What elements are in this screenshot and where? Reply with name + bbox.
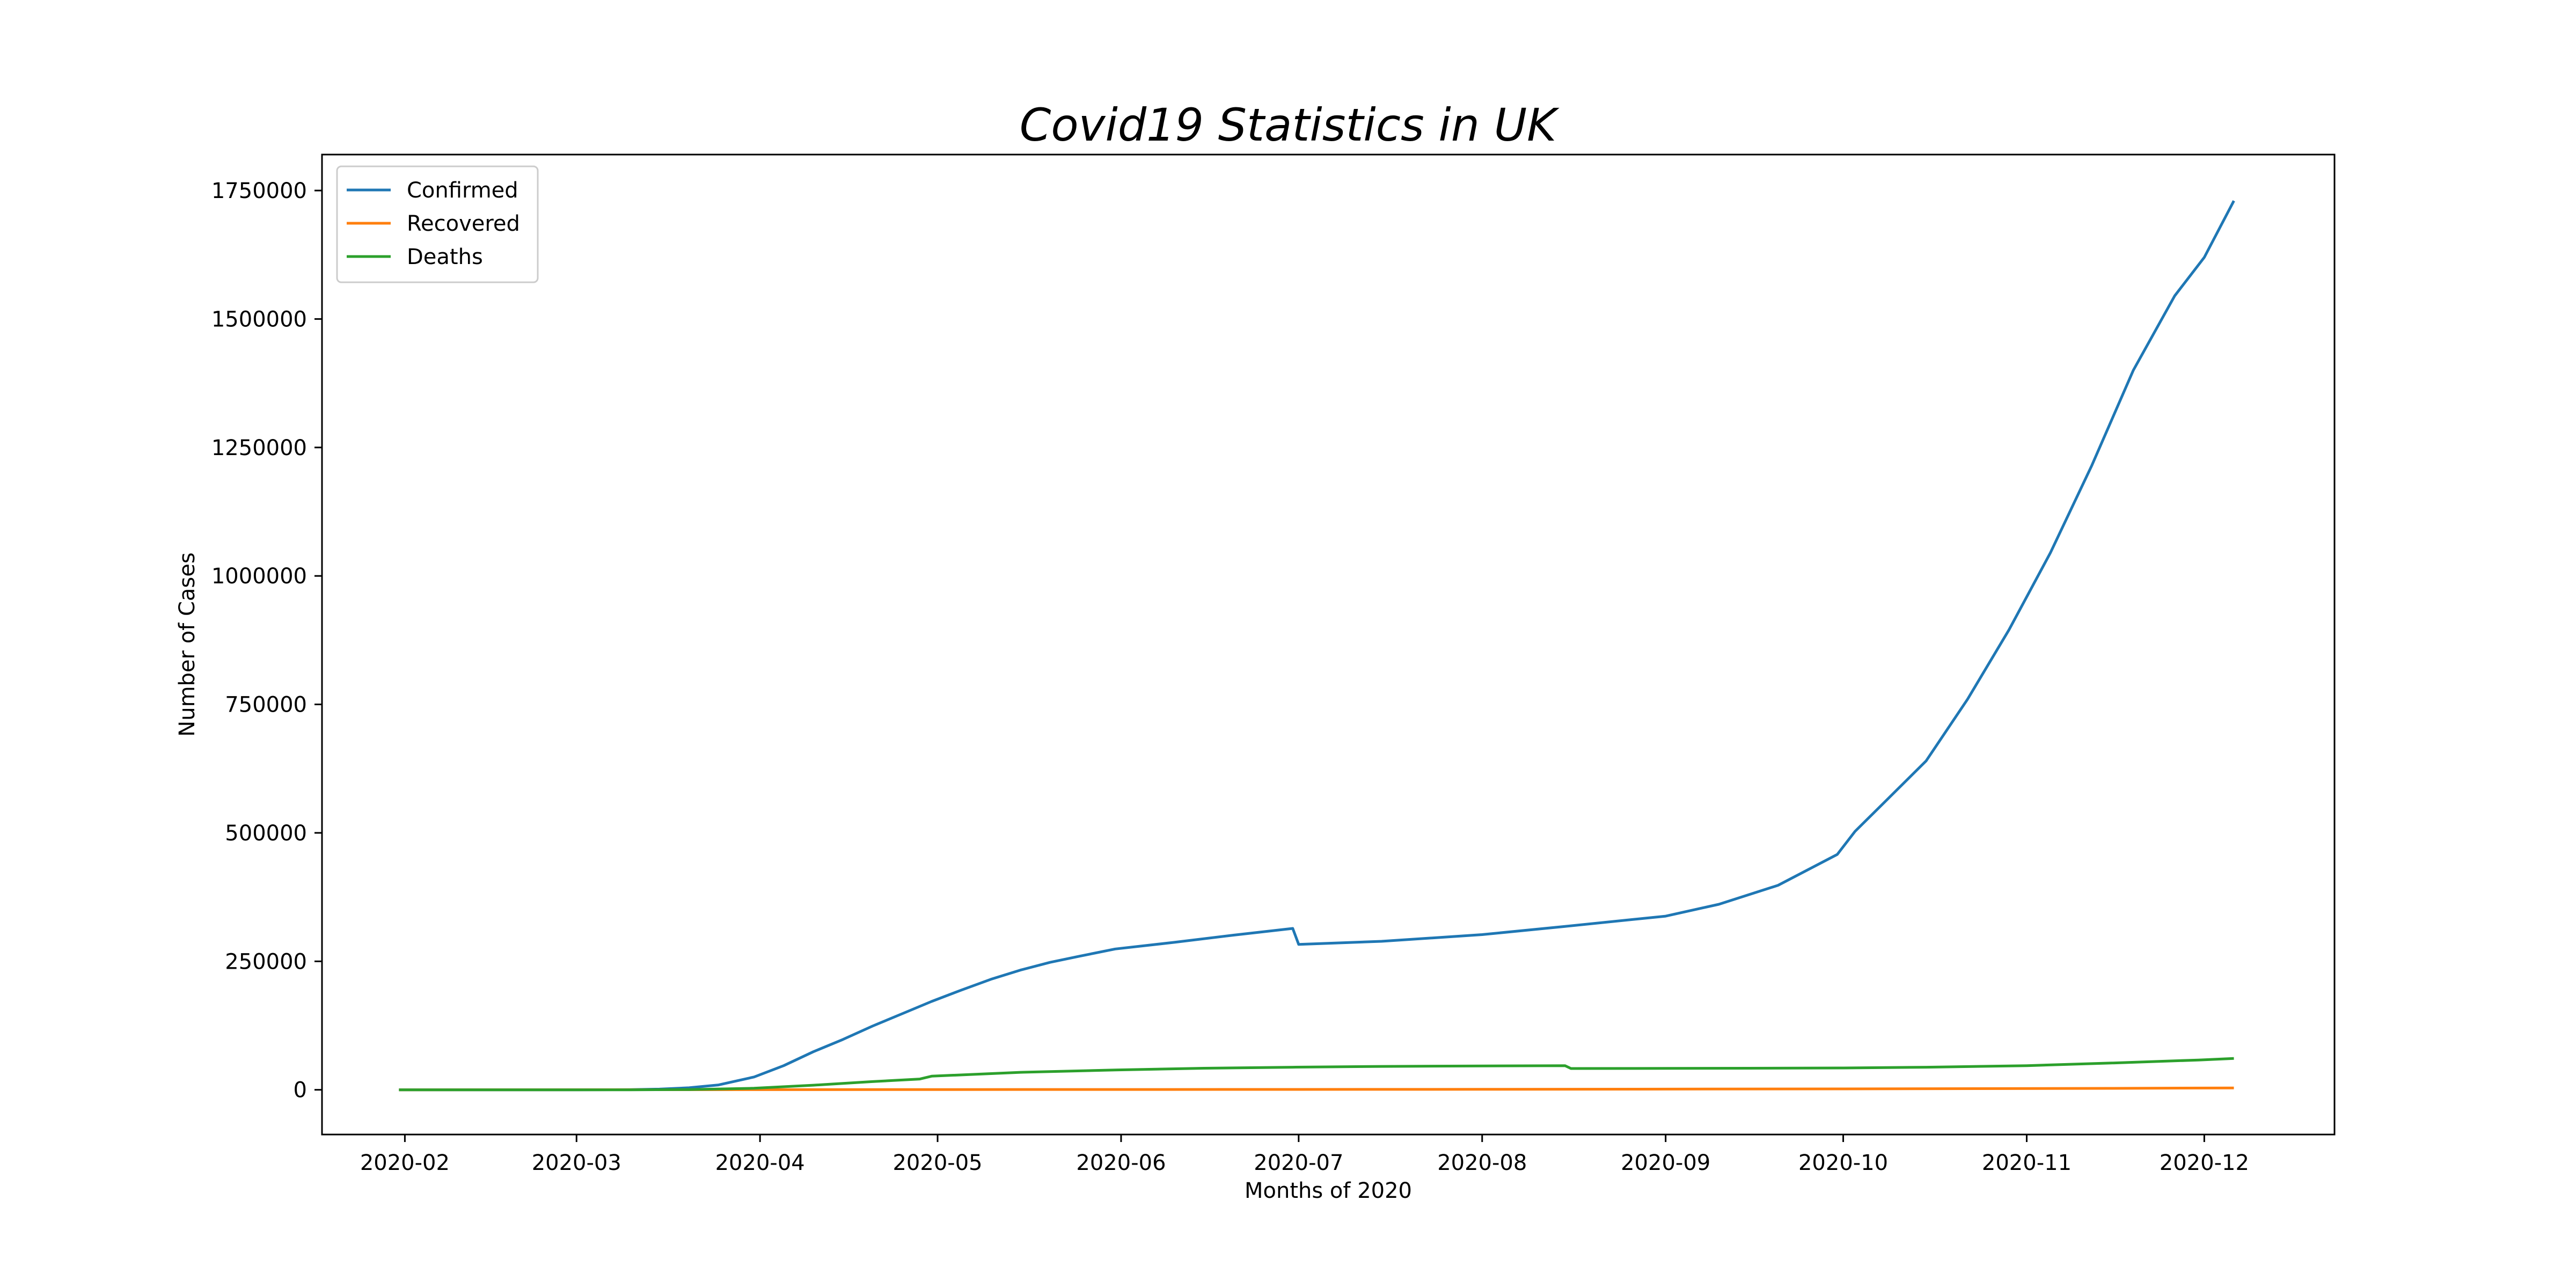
x-axis-ticks: 2020-02 2020-03 2020-04 2020-05 2020-06 2020-… bbox=[360, 1135, 2249, 1175]
legend: Confirmed Recovered Deaths bbox=[336, 165, 539, 283]
x-tick-label: 2020-03 bbox=[532, 1151, 621, 1175]
series-line-deaths bbox=[399, 1057, 2234, 1092]
x-tick-label: 2020-10 bbox=[1798, 1151, 1888, 1175]
y-tick-label: 1000000 bbox=[211, 564, 307, 589]
x-tick-label: 2020-12 bbox=[2160, 1151, 2249, 1175]
chart-title: Covid19 Statistics in UK bbox=[1020, 99, 1560, 151]
y-tick-label: 1750000 bbox=[211, 179, 307, 203]
y-tick-label: 1250000 bbox=[211, 436, 307, 460]
plot-frame bbox=[321, 153, 2336, 1136]
y-tick-label: 750000 bbox=[225, 693, 307, 718]
x-tick-label: 2020-02 bbox=[360, 1151, 450, 1175]
x-tick-label: 2020-04 bbox=[715, 1151, 805, 1175]
y-tick-label: 1500000 bbox=[211, 307, 307, 332]
x-tick-label: 2020-11 bbox=[1982, 1151, 2072, 1175]
x-tick-label: 2020-08 bbox=[1437, 1151, 1527, 1175]
legend-label-deaths: Deaths bbox=[407, 245, 483, 269]
x-tick-label: 2020-09 bbox=[1621, 1151, 1710, 1175]
x-tick-label: 2020-07 bbox=[1254, 1151, 1343, 1175]
y-axis-label: Number of Cases bbox=[175, 552, 200, 736]
y-tick-label: 500000 bbox=[225, 821, 307, 846]
x-axis-label: Months of 2020 bbox=[1245, 1179, 1412, 1203]
y-axis-ticks: 0 250000 500000 750000 1000000 1250000 1500000… bbox=[211, 179, 322, 1103]
series-line-confirmed bbox=[399, 200, 2235, 1092]
legend-box bbox=[336, 165, 539, 283]
series-layer bbox=[399, 200, 2235, 1092]
y-tick-label: 250000 bbox=[225, 949, 307, 974]
legend-label-recovered: Recovered bbox=[407, 211, 520, 236]
x-tick-label: 2020-06 bbox=[1076, 1151, 1166, 1175]
legend-label-confirmed: Confirmed bbox=[407, 178, 518, 203]
x-tick-label: 2020-05 bbox=[892, 1151, 982, 1175]
y-tick-label: 0 bbox=[294, 1078, 307, 1103]
series-line-recovered bbox=[399, 1086, 2234, 1092]
